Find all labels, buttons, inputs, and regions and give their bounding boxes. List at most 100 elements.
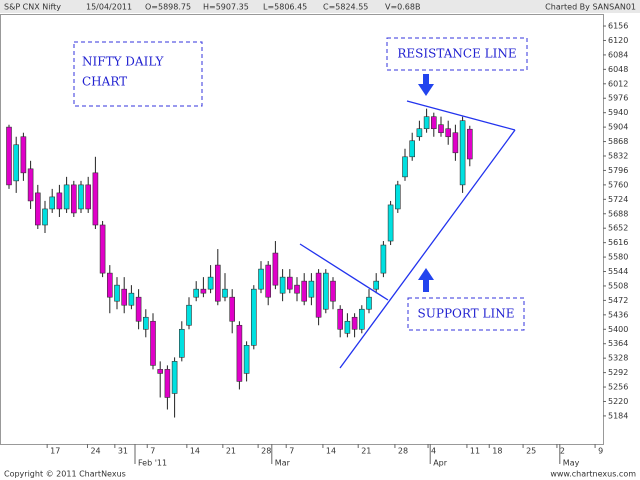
x-tick-label: 18 bbox=[492, 447, 502, 456]
y-tick-label: 5760 bbox=[608, 180, 628, 189]
y-tick-label: 5652 bbox=[608, 224, 628, 233]
candle-body bbox=[265, 264, 272, 298]
candle-body bbox=[301, 280, 308, 302]
candle-body bbox=[452, 132, 459, 154]
candle-body bbox=[6, 126, 12, 186]
candle-body bbox=[63, 184, 70, 210]
candle-body bbox=[34, 192, 41, 226]
resistance-line bbox=[406, 100, 516, 131]
candle-body bbox=[71, 184, 77, 214]
candle-body bbox=[358, 308, 365, 330]
candle-body bbox=[236, 324, 243, 382]
date: 15/04/2011 bbox=[86, 3, 132, 12]
candle-body bbox=[78, 184, 84, 210]
candle-body bbox=[459, 120, 466, 186]
candle-body bbox=[322, 272, 329, 310]
candle-body bbox=[351, 316, 358, 330]
title-box bbox=[73, 41, 203, 107]
x-tick-label: 14 bbox=[190, 447, 200, 456]
copyright: Copyright © 2011 ChartNexus bbox=[4, 470, 126, 479]
candle-body bbox=[229, 296, 235, 322]
y-tick-label: 6012 bbox=[608, 79, 628, 88]
candle-body bbox=[330, 280, 336, 302]
candle-body bbox=[416, 128, 423, 138]
candle-body bbox=[27, 168, 34, 202]
y-tick-label: 6048 bbox=[608, 65, 628, 74]
candle-body bbox=[222, 288, 228, 298]
y-tick-label: 5904 bbox=[608, 123, 628, 132]
x-tick-label: 28 bbox=[261, 447, 271, 456]
month-label: May bbox=[563, 459, 580, 468]
high: H=5907.35 bbox=[203, 3, 249, 12]
support-label: SUPPORT LINE bbox=[418, 307, 515, 321]
candle-body bbox=[13, 144, 19, 182]
x-tick-label: 28 bbox=[398, 447, 408, 456]
candle-body bbox=[207, 276, 214, 290]
candle-body bbox=[157, 369, 163, 374]
y-tick-label: 5400 bbox=[608, 325, 628, 334]
support-line bbox=[339, 129, 516, 369]
candle-body bbox=[272, 252, 279, 286]
candle-body bbox=[279, 276, 286, 294]
x-tick-label: 21 bbox=[226, 447, 236, 456]
candle-body bbox=[114, 284, 120, 302]
low: L=5806.45 bbox=[263, 3, 307, 12]
candle-body bbox=[315, 272, 322, 318]
resistance-box bbox=[386, 37, 528, 71]
y-tick-label: 6156 bbox=[608, 22, 628, 31]
candle-body bbox=[85, 184, 91, 210]
y-tick-label: 5292 bbox=[608, 368, 628, 377]
y-tick-label: 5580 bbox=[608, 253, 628, 262]
x-tick-label: 24 bbox=[90, 447, 100, 456]
candle-body bbox=[92, 172, 99, 226]
candle-body bbox=[135, 296, 142, 322]
y-tick-label: 5976 bbox=[608, 94, 628, 103]
y-tick-label: 5832 bbox=[608, 151, 628, 160]
open: O=5898.75 bbox=[145, 3, 191, 12]
candle-body bbox=[402, 156, 408, 178]
x-tick-label: 9 bbox=[598, 447, 603, 456]
x-tick-label: 14 bbox=[326, 447, 336, 456]
y-tick-label: 5184 bbox=[608, 411, 628, 420]
y-tick-label: 5328 bbox=[608, 354, 628, 363]
x-tick-label: 7 bbox=[150, 447, 155, 456]
y-tick-label: 5688 bbox=[608, 209, 628, 218]
x-tick-label: 17 bbox=[50, 447, 60, 456]
y-tick-label: 5940 bbox=[608, 108, 628, 117]
candle-body bbox=[171, 361, 178, 394]
y-tick-label: 5868 bbox=[608, 137, 628, 146]
candle-body bbox=[143, 316, 149, 330]
candle-body bbox=[121, 288, 127, 306]
candle-body bbox=[20, 136, 27, 174]
candle-body bbox=[387, 204, 394, 242]
candle-body bbox=[286, 276, 293, 290]
x-tick-label: 11 bbox=[470, 447, 480, 456]
candle-body bbox=[394, 184, 401, 210]
x-tick-label: 2 bbox=[560, 447, 565, 456]
y-tick-label: 5796 bbox=[608, 166, 628, 175]
candle-body bbox=[430, 116, 437, 130]
y-tick-label: 5364 bbox=[608, 339, 628, 348]
y-tick-label: 5256 bbox=[608, 383, 628, 392]
support-box bbox=[407, 297, 525, 331]
candle-body bbox=[243, 345, 250, 374]
candle-body bbox=[294, 284, 300, 294]
candle-body bbox=[215, 264, 221, 302]
x-tick-label: 7 bbox=[289, 447, 294, 456]
candle-body bbox=[150, 320, 156, 366]
candle-body bbox=[56, 192, 63, 210]
symbol: S&P CNX Nifty bbox=[4, 3, 61, 12]
volume: V=0.68B bbox=[385, 3, 420, 12]
trend-line bbox=[299, 243, 389, 301]
candle-body bbox=[366, 296, 372, 310]
y-tick-label: 5220 bbox=[608, 397, 628, 406]
month-label: Apr bbox=[433, 459, 448, 468]
candle-body bbox=[128, 292, 135, 306]
candle-body bbox=[193, 288, 199, 298]
plot-frame bbox=[0, 14, 604, 445]
arrow-up bbox=[418, 268, 434, 292]
candle-body bbox=[99, 224, 106, 274]
y-tick-label: 5616 bbox=[608, 238, 628, 247]
y-tick-label: 5508 bbox=[608, 281, 628, 290]
